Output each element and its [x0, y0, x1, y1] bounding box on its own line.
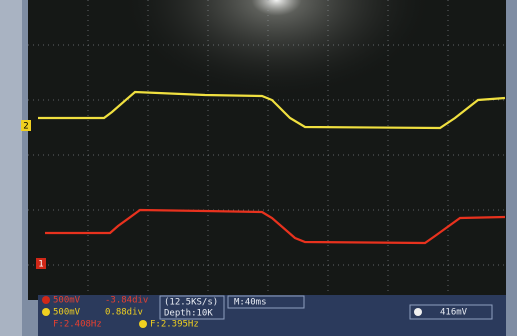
ch1-marker-label: 1	[38, 260, 43, 270]
ch2-frequency: F:2.395Hz	[150, 320, 199, 330]
trigger-icon	[414, 308, 422, 316]
oscilloscope-photo: 2 1 500mV -3.84div 500mV 0.88div F:2.408…	[0, 0, 517, 336]
sample-rate: (12.5KS/s)	[164, 298, 218, 308]
ch2-offset: 0.88div	[105, 308, 143, 318]
ch1-icon	[42, 296, 50, 304]
ch2-marker-label: 2	[23, 122, 28, 132]
ch2-scale: 500mV	[53, 308, 81, 318]
ch2-icon	[42, 308, 50, 316]
ch1-frequency: F:2.408Hz	[53, 320, 102, 330]
bezel-left	[0, 0, 22, 336]
glare	[28, 0, 506, 300]
timebase: M:40ms	[234, 298, 267, 308]
page: {"markers": {"ch2": "2", "ch1": "1"}, "s…	[0, 0, 517, 336]
ch1-offset: -3.84div	[105, 296, 148, 306]
memory-depth: Depth:10K	[164, 309, 213, 319]
ch1-scale: 500mV	[53, 296, 81, 306]
trigger-level: 416mV	[440, 308, 468, 318]
ch2-freq-icon	[139, 320, 147, 328]
